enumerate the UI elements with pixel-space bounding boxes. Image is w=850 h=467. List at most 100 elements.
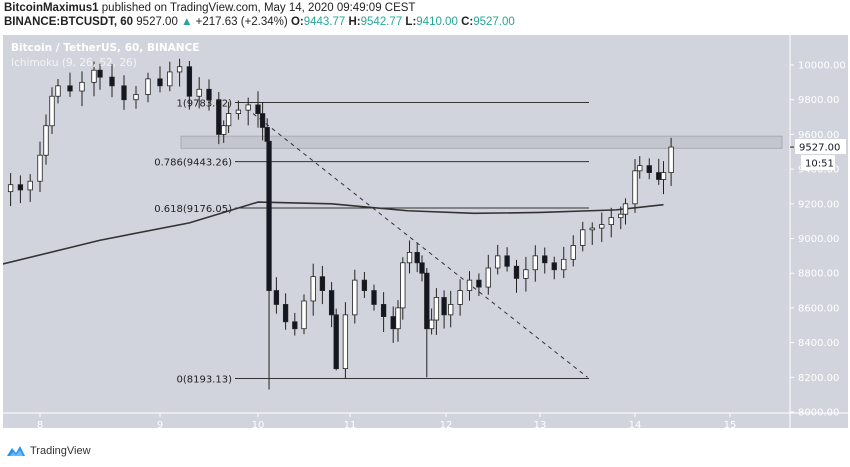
- candle-down[interactable]: [390, 316, 396, 330]
- candle-down[interactable]: [255, 104, 261, 114]
- candle-up[interactable]: [599, 224, 605, 229]
- candle-up[interactable]: [145, 78, 151, 95]
- tradingview-logo-icon: [7, 446, 25, 456]
- candle-down[interactable]: [333, 314, 339, 370]
- candle-down[interactable]: [157, 78, 163, 87]
- candle-up[interactable]: [495, 255, 501, 269]
- candle-down[interactable]: [292, 321, 298, 330]
- candle-up[interactable]: [570, 245, 576, 260]
- fib-level-label: 0.618(9176.05): [154, 204, 232, 215]
- candle-down[interactable]: [441, 297, 447, 316]
- candle-down[interactable]: [109, 76, 115, 87]
- y-tick-label: 8600.00: [798, 303, 839, 314]
- candle-down[interactable]: [414, 251, 420, 264]
- candle-down[interactable]: [97, 69, 103, 78]
- x-tick-label: 10: [252, 420, 265, 428]
- candle-up[interactable]: [466, 279, 473, 291]
- candle-down[interactable]: [476, 279, 482, 288]
- candle-up[interactable]: [79, 81, 85, 92]
- candle-down[interactable]: [67, 85, 73, 92]
- candle-up[interactable]: [221, 125, 227, 135]
- candle-down[interactable]: [361, 279, 368, 291]
- y-tick-label: 9800.00: [798, 95, 839, 106]
- dashed-trendline[interactable]: [252, 113, 588, 378]
- indicator-legend[interactable]: Ichimoku (9, 26, 52, 26): [11, 57, 137, 69]
- candle-up[interactable]: [668, 146, 674, 173]
- candle-down[interactable]: [206, 88, 212, 101]
- candle-up[interactable]: [133, 94, 139, 101]
- candle-up[interactable]: [428, 319, 435, 330]
- symbol-info: BINANCE:BTCUSDT, 60 9527.00 ▲ +217.63 (+…: [4, 16, 515, 28]
- candle-down[interactable]: [186, 66, 193, 97]
- candle-down[interactable]: [328, 290, 335, 316]
- candle-down[interactable]: [551, 262, 557, 271]
- candle-down[interactable]: [656, 172, 662, 180]
- candle-down[interactable]: [419, 262, 425, 274]
- candle-up[interactable]: [523, 269, 529, 279]
- candle-up[interactable]: [245, 104, 251, 111]
- candle-up[interactable]: [27, 180, 33, 191]
- candle-up[interactable]: [400, 262, 406, 309]
- candle-up[interactable]: [561, 258, 567, 271]
- candle-up[interactable]: [43, 125, 49, 156]
- countdown-label: 10:51: [805, 159, 834, 170]
- candle-up[interactable]: [618, 213, 624, 219]
- candle-up[interactable]: [235, 109, 242, 114]
- candle-down[interactable]: [121, 85, 127, 101]
- candle-up[interactable]: [637, 165, 643, 172]
- candle-up[interactable]: [622, 203, 629, 215]
- candle-down[interactable]: [273, 290, 280, 305]
- candle-up[interactable]: [49, 95, 55, 127]
- candle-up[interactable]: [301, 300, 307, 330]
- open-label: O:: [290, 16, 304, 28]
- chart-area[interactable]: 10000.00 9800.00 9600.00 9400.00 9200.00 9000…: [3, 35, 848, 428]
- candle-up[interactable]: [167, 71, 173, 87]
- candle-up[interactable]: [225, 113, 232, 127]
- resistance-zone[interactable]: [180, 135, 783, 149]
- candle-down[interactable]: [319, 276, 326, 291]
- candle-up[interactable]: [406, 251, 413, 264]
- candle-up[interactable]: [448, 304, 454, 316]
- candle-down[interactable]: [259, 113, 266, 128]
- candle-down[interactable]: [424, 272, 430, 330]
- candle-up[interactable]: [580, 229, 586, 246]
- candle-down[interactable]: [504, 255, 510, 267]
- candle-up[interactable]: [485, 267, 491, 288]
- candle-up[interactable]: [352, 279, 358, 316]
- candle-up[interactable]: [196, 88, 202, 97]
- candle-up[interactable]: [395, 307, 401, 330]
- candle-up[interactable]: [632, 170, 638, 205]
- candle-down[interactable]: [380, 304, 387, 317]
- candle-down[interactable]: [282, 304, 289, 323]
- author-name[interactable]: BitcoinMaximus1: [4, 2, 99, 14]
- candle-down[interactable]: [216, 99, 222, 135]
- y-tick-label: 8400.00: [798, 338, 839, 349]
- price-chart[interactable]: 10000.00 9800.00 9600.00 9400.00 9200.00 9000…: [3, 35, 848, 428]
- candle-up[interactable]: [608, 217, 614, 226]
- candle-up[interactable]: [433, 297, 440, 321]
- candle-up[interactable]: [532, 255, 538, 271]
- candle-down[interactable]: [371, 290, 377, 305]
- candle-up[interactable]: [310, 276, 316, 302]
- candle-up[interactable]: [7, 184, 14, 193]
- fib-level-label: 0.786(9443.26): [154, 158, 232, 169]
- candle-down[interactable]: [513, 265, 520, 279]
- low-value: 9410.00: [416, 16, 458, 28]
- moving-average-line[interactable]: [3, 201, 664, 265]
- candle-down[interactable]: [646, 165, 652, 173]
- candle-up[interactable]: [589, 227, 595, 231]
- candle-up[interactable]: [91, 69, 97, 83]
- candle-down[interactable]: [542, 255, 548, 264]
- candle-up[interactable]: [176, 66, 183, 73]
- low-label: L:: [405, 16, 417, 28]
- candle-up[interactable]: [55, 85, 61, 97]
- candle-up[interactable]: [37, 154, 43, 182]
- candle-up[interactable]: [342, 314, 349, 370]
- candle-down[interactable]: [266, 140, 272, 291]
- published-text: published on TradingView.com, May 14, 20…: [98, 2, 416, 14]
- open-value: 9443.77: [303, 16, 346, 28]
- candle-down[interactable]: [17, 184, 24, 191]
- high-label: H:: [348, 16, 361, 28]
- candle-up[interactable]: [457, 290, 463, 305]
- candle-up[interactable]: [660, 172, 667, 180]
